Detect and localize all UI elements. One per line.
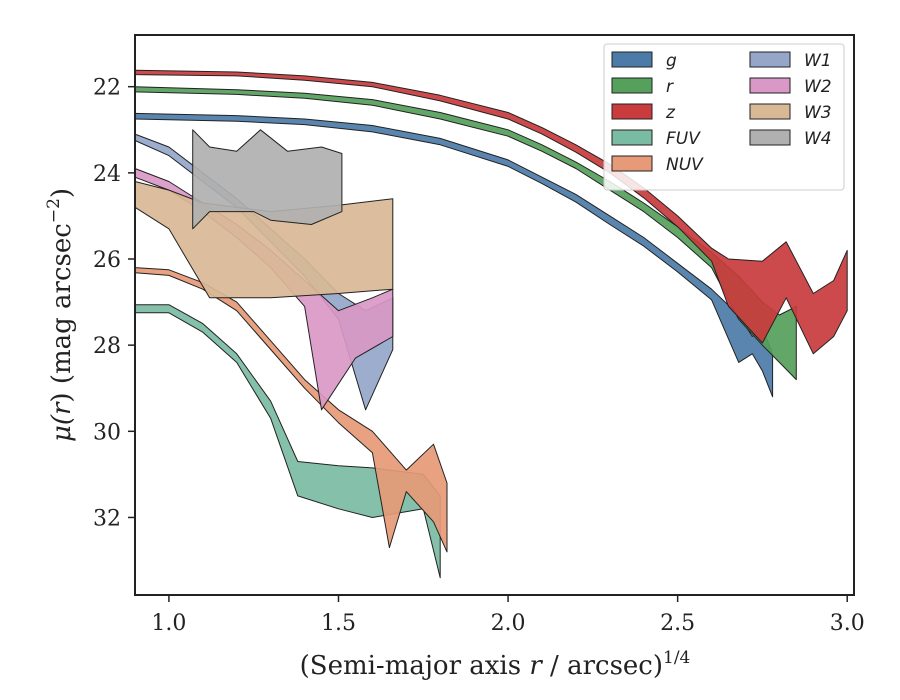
y-tick-label: 32: [93, 506, 121, 531]
legend-label-w3: W3: [804, 103, 832, 123]
legend-swatch-w3: [749, 103, 791, 120]
y-tick-label: 28: [93, 334, 121, 359]
legend-label-w4: W4: [804, 129, 832, 149]
series-area-r: [134, 86, 797, 381]
y-axis-ticks: 22 24 26 28 30 32: [93, 76, 135, 531]
legend-swatch-w4: [749, 129, 791, 146]
x-axis-label-tail: / arcsec): [542, 651, 663, 681]
legend-label-z: z: [665, 103, 676, 123]
legend-label-w1: W1: [804, 51, 832, 71]
legend: grz FUV NUV W1 W2 W3 W4: [603, 43, 845, 191]
y-tick-label: 30: [93, 420, 121, 445]
x-tick-label: 2.5: [660, 611, 695, 636]
series-areas: [134, 69, 848, 579]
x-tick-label: 3.0: [830, 611, 865, 636]
series-area-g: [134, 112, 774, 398]
plot-frame: [134, 34, 855, 596]
y-tick-label: 24: [93, 162, 121, 187]
y-axis-label-exp: −2: [44, 198, 64, 223]
legend-swatch-nuv: [611, 155, 653, 172]
y-axis-label-close: ): [47, 188, 77, 198]
x-axis-label-var: r: [529, 651, 543, 681]
series-area-nuv: [134, 267, 448, 553]
x-axis-label-exp: 1/4: [663, 648, 690, 668]
x-axis-label-main: (Semi-major axis: [300, 651, 530, 681]
legend-label-r: r: [666, 77, 674, 97]
series-area-w4: [192, 129, 343, 230]
legend-label-g: g: [666, 51, 677, 71]
x-tick-label: 2.0: [491, 611, 526, 636]
x-tick-label: 1.0: [151, 611, 186, 636]
y-axis-label: μ(r) (mag arcsec−2): [44, 188, 77, 442]
legend-label-nuv: NUV: [666, 155, 704, 175]
y-axis-label-var: r: [47, 401, 77, 415]
legend-items: grz FUV NUV W1 W2 W3 W4: [611, 51, 832, 175]
y-axis-label-main: μ(: [47, 414, 77, 442]
y-axis-label-tail: ) (mag arcsec: [47, 223, 77, 402]
series-area-z: [134, 69, 848, 355]
legend-label-w2: W2: [804, 77, 832, 97]
series-area-fuv: [134, 304, 441, 579]
y-tick-label: 22: [93, 76, 121, 101]
y-tick-label: 26: [93, 248, 121, 273]
legend-swatch-w2: [749, 77, 791, 94]
legend-label-fuv: FUV: [666, 129, 701, 149]
legend-swatch-w1: [749, 51, 791, 68]
legend-swatch-r: [611, 77, 653, 94]
x-axis-label: (Semi-major axis r / arcsec)1/4: [300, 648, 691, 681]
x-tick-label: 1.5: [321, 611, 356, 636]
legend-swatch-g: [611, 51, 653, 68]
legend-swatch-z: [611, 103, 653, 120]
x-axis-ticks: 1.0 1.5 2.0 2.5 3.0: [151, 595, 865, 636]
legend-swatch-fuv: [611, 129, 653, 146]
